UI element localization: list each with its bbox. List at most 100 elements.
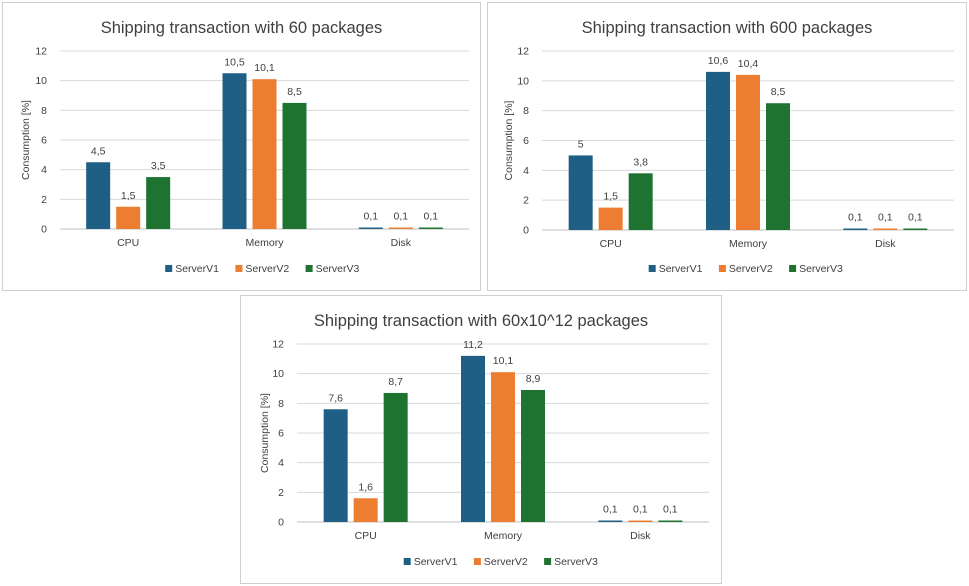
bar-memory-serverv3: [766, 103, 790, 230]
chart-title: Shipping transaction with 60x10^12 packa…: [314, 312, 648, 330]
chart-60x10-12-packages: Shipping transaction with 60x10^12 packa…: [259, 312, 709, 568]
chart-panel-60x10-12-packages: Shipping transaction with 60x10^12 packa…: [240, 295, 722, 584]
data-label-memory-serverv2: 10,1: [254, 62, 275, 74]
data-label-memory-serverv3: 8,5: [287, 86, 302, 98]
bar-memory-serverv2: [491, 372, 515, 522]
data-label-disk-serverv3: 0,1: [663, 504, 678, 516]
data-label-disk-serverv2: 0,1: [633, 504, 648, 516]
x-tick-label-memory: Memory: [246, 237, 285, 249]
legend-label-serverv3: ServerV3: [799, 263, 843, 275]
legend-swatch-serverv2: [473, 558, 481, 565]
data-label-cpu-serverv1: 5: [578, 138, 584, 150]
bar-disk-serverv2: [873, 228, 898, 230]
bar-memory-serverv1: [706, 71, 730, 230]
bar-cpu-serverv1: [323, 409, 348, 522]
bar-cpu-serverv1: [86, 162, 111, 229]
chart-60-packages: Shipping transaction with 60 packages 0 2 4…: [20, 19, 469, 275]
bar-memory-serverv3: [282, 102, 307, 229]
y-axis-label: Consumption [%]: [259, 393, 271, 473]
data-label-disk-serverv1: 0,1: [848, 212, 863, 224]
x-tick-label-cpu: CPU: [600, 238, 622, 250]
data-label-cpu-serverv3: 3,5: [151, 160, 166, 172]
chart-title: Shipping transaction with 60 packages: [101, 19, 383, 37]
bar-disk-serverv3: [418, 227, 443, 229]
legend-swatch-serverv1: [403, 558, 411, 565]
y-tick-label: 2: [523, 195, 529, 207]
legend-swatch-serverv1: [648, 265, 656, 272]
data-label-memory-serverv2: 10,4: [738, 58, 759, 70]
legend-label-serverv1: ServerV1: [414, 556, 458, 568]
data-label-disk-serverv3: 0,1: [908, 212, 923, 224]
bar-memory-serverv1: [222, 73, 247, 229]
data-label-memory-serverv1: 10,5: [224, 56, 245, 68]
chart-panel-60-packages: Shipping transaction with 60 packages 0 2 4…: [2, 2, 481, 291]
data-label-disk-serverv1: 0,1: [364, 211, 379, 223]
bar-disk-serverv2: [388, 227, 413, 229]
legend-label-serverv1: ServerV1: [175, 263, 219, 275]
y-tick-label: 0: [523, 225, 529, 237]
y-tick-label: 12: [517, 46, 529, 58]
legend-label-serverv2: ServerV2: [245, 263, 289, 275]
bar-disk-serverv1: [598, 520, 623, 522]
bar-disk-serverv3: [903, 228, 928, 230]
y-tick-label: 10: [272, 368, 284, 380]
legend-swatch-serverv2: [235, 265, 243, 272]
y-axis-label: Consumption [%]: [20, 100, 32, 180]
legend-swatch-serverv2: [718, 265, 726, 272]
legend-label-serverv3: ServerV3: [316, 263, 360, 275]
bar-cpu-serverv3: [628, 173, 653, 230]
data-label-disk-serverv3: 0,1: [424, 211, 439, 223]
data-label-memory-serverv3: 8,9: [526, 373, 541, 385]
y-tick-label: 6: [41, 135, 47, 147]
data-label-memory-serverv1: 11,2: [463, 339, 483, 351]
legend-label-serverv2: ServerV2: [729, 263, 773, 275]
legend-swatch-serverv3: [789, 265, 797, 272]
data-label-cpu-serverv2: 1,5: [603, 191, 618, 203]
data-label-cpu-serverv3: 3,8: [633, 156, 648, 168]
data-label-cpu-serverv3: 8,7: [388, 376, 403, 388]
data-label-disk-serverv2: 0,1: [878, 212, 893, 224]
bar-memory-serverv2: [736, 74, 760, 230]
x-tick-label-disk: Disk: [630, 530, 651, 542]
y-tick-label: 4: [278, 457, 284, 469]
data-label-disk-serverv1: 0,1: [603, 504, 618, 516]
x-tick-label-cpu: CPU: [117, 237, 139, 249]
x-tick-label-cpu: CPU: [355, 530, 377, 542]
y-tick-label: 2: [278, 487, 284, 499]
y-tick-label: 8: [523, 105, 529, 117]
data-label-cpu-serverv2: 1,6: [358, 481, 373, 493]
x-tick-label-disk: Disk: [875, 238, 896, 250]
y-tick-label: 4: [523, 165, 529, 177]
legend-label-serverv1: ServerV1: [659, 263, 703, 275]
data-label-cpu-serverv2: 1,5: [121, 190, 136, 202]
legend-swatch-serverv3: [544, 558, 552, 565]
x-tick-label-disk: Disk: [391, 237, 412, 249]
y-axis-label: Consumption [%]: [503, 100, 515, 180]
data-label-disk-serverv2: 0,1: [394, 211, 409, 223]
legend-swatch-serverv1: [165, 265, 173, 272]
data-label-memory-serverv1: 10,6: [708, 55, 729, 67]
x-tick-label-memory: Memory: [484, 530, 523, 542]
x-tick-label-memory: Memory: [729, 238, 768, 250]
bar-disk-serverv3: [658, 520, 683, 522]
bar-cpu-serverv2: [116, 206, 141, 229]
chart-600-packages: Shipping transaction with 600 packages 0 2…: [503, 19, 954, 275]
bar-disk-serverv2: [628, 520, 653, 522]
bar-cpu-serverv1: [568, 155, 593, 230]
y-tick-label: 10: [35, 75, 47, 87]
bar-memory-serverv1: [461, 355, 485, 522]
chart-title: Shipping transaction with 600 packages: [582, 19, 873, 37]
legend-label-serverv3: ServerV3: [554, 556, 598, 568]
data-label-memory-serverv2: 10,1: [493, 355, 514, 367]
y-tick-label: 0: [41, 224, 47, 236]
bar-disk-serverv1: [358, 227, 383, 229]
bar-cpu-serverv2: [598, 207, 623, 230]
data-label-memory-serverv3: 8,5: [771, 86, 786, 98]
legend-swatch-serverv3: [305, 265, 313, 272]
y-tick-label: 8: [278, 398, 284, 410]
bar-cpu-serverv3: [146, 177, 171, 229]
legend-label-serverv2: ServerV2: [484, 556, 528, 568]
y-tick-label: 4: [41, 164, 47, 176]
y-tick-label: 12: [35, 46, 47, 58]
y-tick-label: 8: [41, 105, 47, 117]
